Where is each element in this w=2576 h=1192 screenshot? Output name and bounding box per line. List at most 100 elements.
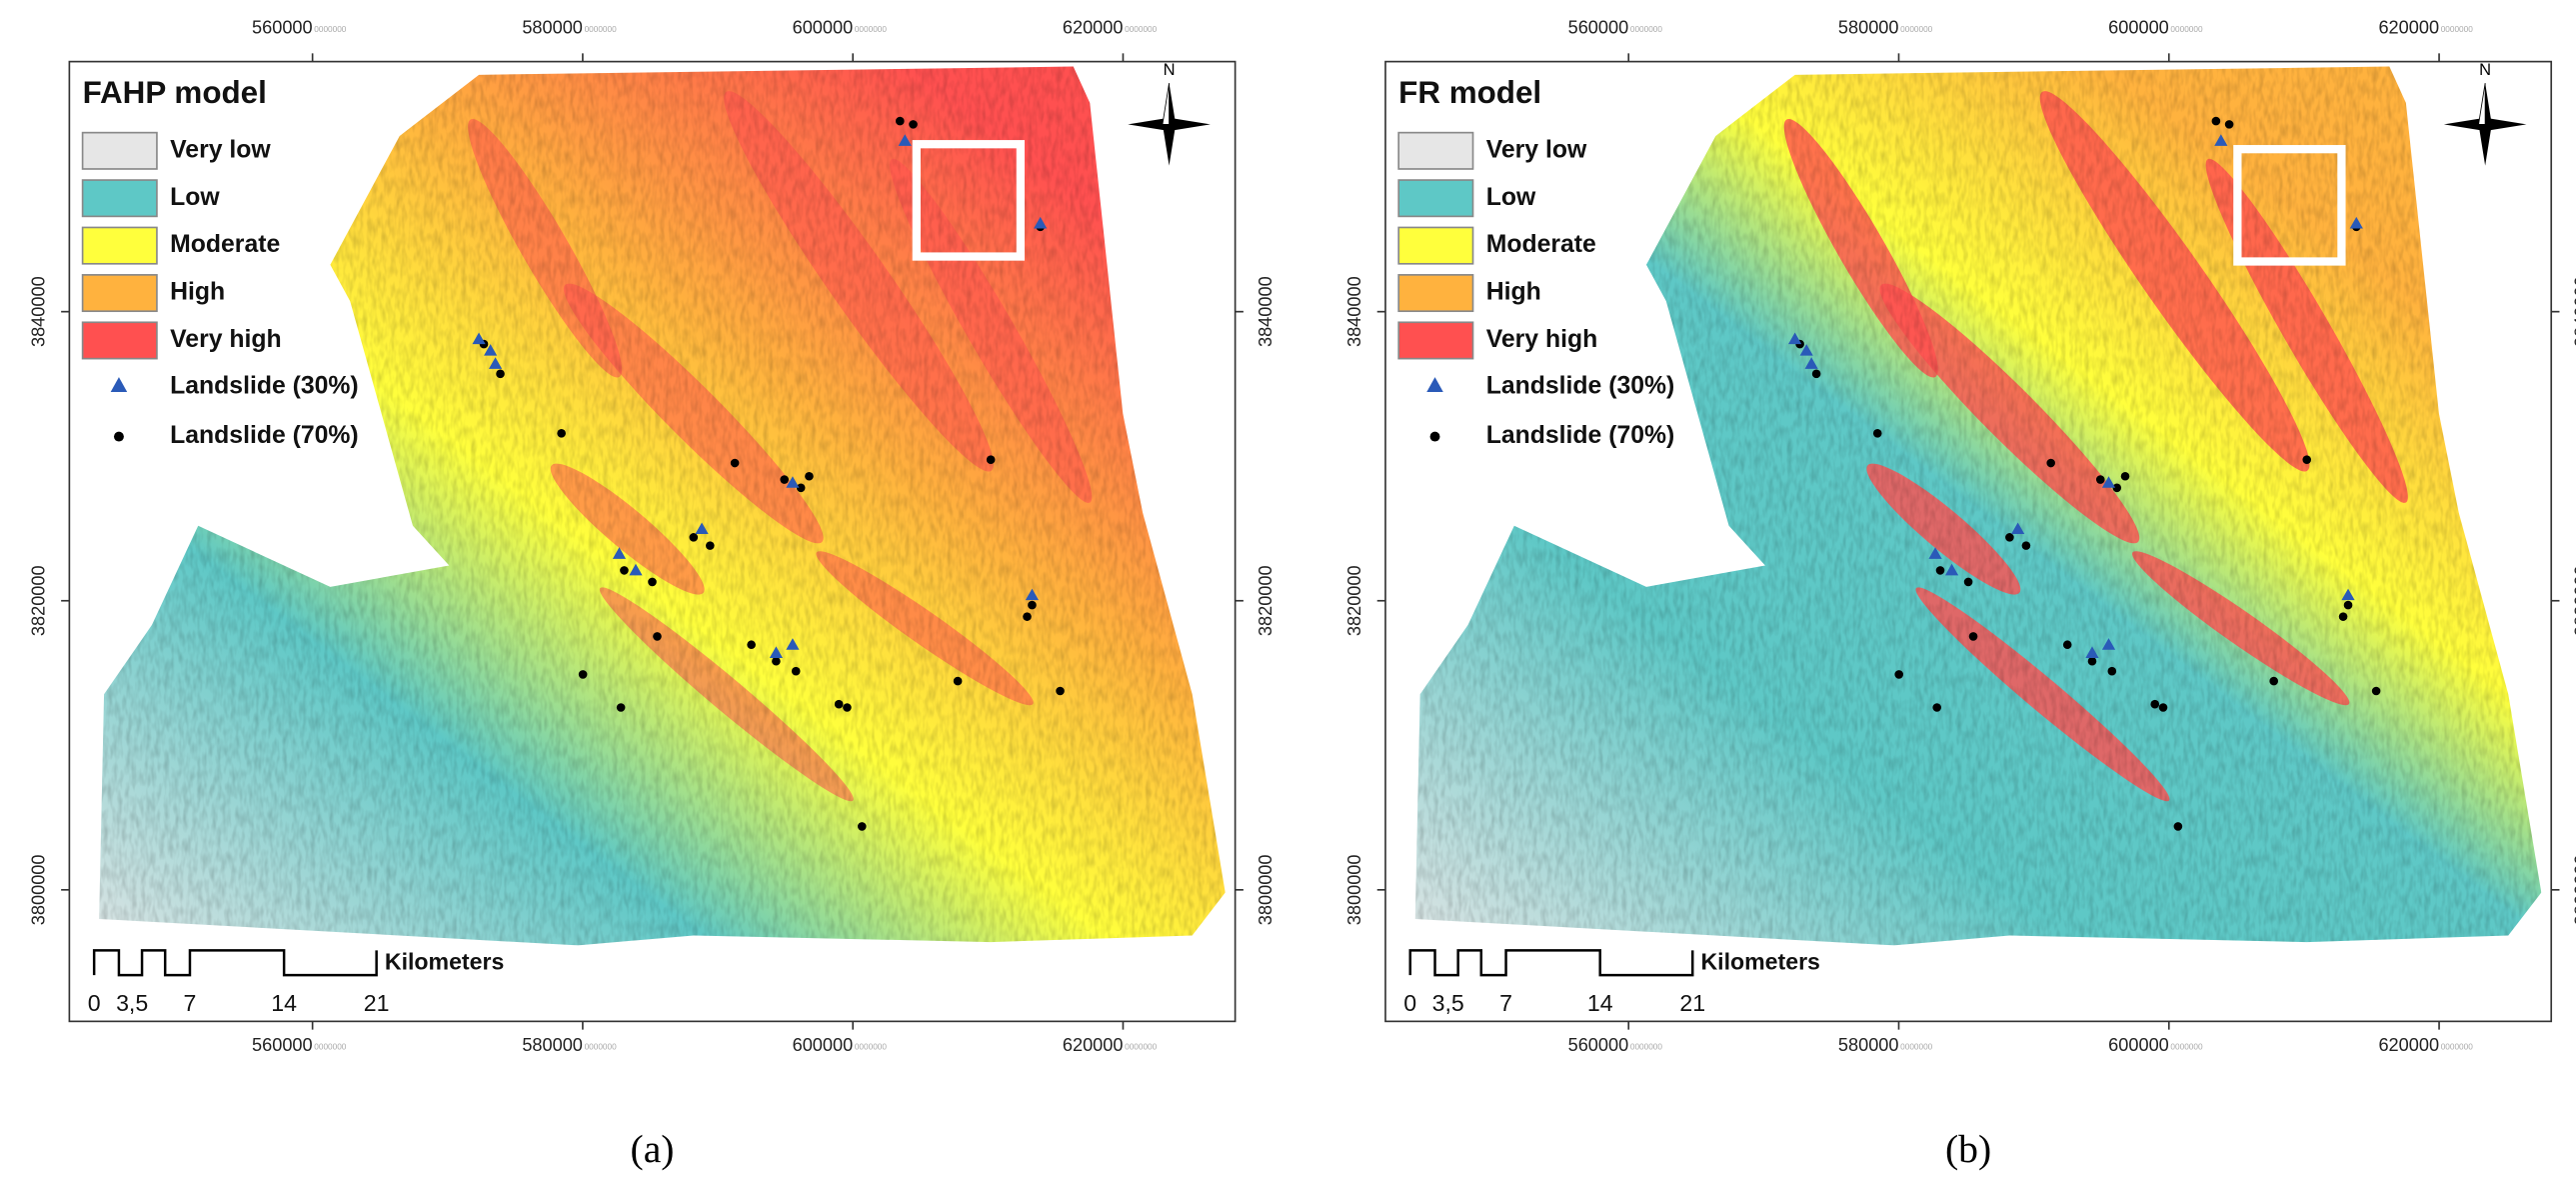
x-tick-label: 560000 bbox=[1568, 18, 1629, 38]
landslide-train bbox=[2095, 475, 2105, 484]
y-tick-label: 3840000 bbox=[29, 276, 49, 347]
x-tick-label: 580000 bbox=[1838, 1035, 1899, 1055]
scale-unit: Kilometers bbox=[1700, 949, 1819, 975]
landslide-train bbox=[805, 471, 814, 481]
north-arrow bbox=[1162, 83, 1170, 125]
landslide-test bbox=[612, 547, 627, 559]
tick-suffix: 0000000 bbox=[855, 1042, 888, 1051]
legend-swatch bbox=[1397, 179, 1474, 218]
caption: (a) bbox=[631, 1127, 675, 1171]
landslide-train bbox=[896, 116, 905, 126]
legend-triangle bbox=[1426, 377, 1443, 392]
legend-label: Low bbox=[170, 184, 220, 211]
y-tick-label: 3840000 bbox=[2572, 276, 2576, 347]
legend-title: FAHP model bbox=[83, 75, 267, 110]
x-tick-label: 560000 bbox=[1568, 1035, 1629, 1055]
tick-suffix: 0000000 bbox=[314, 1042, 347, 1051]
legend-label: Landslide (70%) bbox=[170, 422, 359, 449]
landslide-train bbox=[557, 428, 566, 438]
landslide-train bbox=[2269, 676, 2278, 686]
tick-suffix: 0000000 bbox=[2441, 1042, 2474, 1051]
landslide-train bbox=[2158, 703, 2168, 712]
landslide-train bbox=[1963, 577, 1973, 587]
landslide-train bbox=[2211, 116, 2221, 126]
landslide-test bbox=[786, 638, 800, 650]
landslide-train bbox=[986, 455, 996, 465]
x-tick-label: 620000 bbox=[1063, 1035, 1124, 1055]
landslide-test bbox=[1944, 563, 1959, 576]
legend-swatch bbox=[81, 321, 158, 360]
x-tick-label: 600000 bbox=[2108, 18, 2169, 38]
legend-swatch bbox=[81, 274, 158, 313]
north-label: N bbox=[1164, 61, 1176, 79]
landslide-test bbox=[2011, 522, 2025, 535]
landslide-train bbox=[2062, 640, 2072, 650]
legend-label: Moderate bbox=[1486, 231, 1596, 258]
landslide-train bbox=[834, 699, 844, 709]
landslide-train bbox=[1023, 612, 1032, 621]
tick-suffix: 0000000 bbox=[1125, 25, 1158, 34]
landslide-train bbox=[2120, 471, 2130, 481]
landslide-train bbox=[1968, 632, 1978, 641]
landslide-train bbox=[2150, 699, 2160, 709]
landslide-test bbox=[472, 332, 486, 345]
scale-label: 0 bbox=[1403, 990, 1416, 1016]
landslide-train bbox=[747, 640, 756, 650]
x-tick-label: 600000 bbox=[793, 1035, 854, 1055]
landslide-train bbox=[706, 541, 715, 550]
scale-label: 14 bbox=[1587, 990, 1613, 1016]
caption: (b) bbox=[1945, 1127, 1991, 1171]
landslide-test bbox=[2341, 588, 2355, 601]
legend-label: Landslide (70%) bbox=[1486, 422, 1675, 449]
y-tick-label: 3800000 bbox=[1256, 854, 1276, 925]
landslide-test bbox=[2085, 646, 2099, 658]
landslide-test bbox=[1034, 216, 1048, 229]
landslide-train bbox=[616, 703, 626, 712]
landslide-train bbox=[2112, 483, 2122, 493]
landslide-test bbox=[2101, 638, 2116, 650]
y-tick-label: 3800000 bbox=[2572, 854, 2576, 925]
landslide-test bbox=[2101, 476, 2116, 488]
landslide-train bbox=[1811, 369, 1821, 379]
landslide-train bbox=[2302, 455, 2312, 465]
x-tick-label: 560000 bbox=[252, 1035, 313, 1055]
legend-swatch bbox=[1397, 226, 1474, 265]
tick-suffix: 0000000 bbox=[1125, 1042, 1158, 1051]
y-tick-label: 3840000 bbox=[1344, 276, 1364, 347]
landslide-test bbox=[1804, 357, 1818, 369]
x-tick-label: 580000 bbox=[522, 1035, 583, 1055]
legend-dot bbox=[113, 431, 124, 442]
x-tick-label: 580000 bbox=[1838, 18, 1899, 38]
y-tick-label: 3820000 bbox=[1256, 565, 1276, 636]
north-arrow bbox=[2478, 83, 2486, 125]
legend-swatch bbox=[1397, 131, 1474, 170]
landslide-test bbox=[2214, 134, 2228, 146]
tick-suffix: 0000000 bbox=[1630, 1042, 1663, 1051]
landslide-train bbox=[730, 458, 740, 468]
landslide-train bbox=[953, 676, 963, 686]
landslide-train bbox=[909, 120, 918, 129]
tick-suffix: 0000000 bbox=[2170, 1042, 2203, 1051]
tick-suffix: 0000000 bbox=[585, 1042, 618, 1051]
landslide-train bbox=[791, 666, 801, 676]
landslide-test bbox=[484, 344, 498, 356]
tick-suffix: 0000000 bbox=[314, 25, 347, 34]
scale-label: 21 bbox=[364, 990, 390, 1016]
scale-label: 7 bbox=[184, 990, 197, 1016]
scale-label: 0 bbox=[88, 990, 101, 1016]
legend-label: Low bbox=[1486, 184, 1536, 211]
landslide-train bbox=[796, 483, 806, 493]
legend-label: Landslide (30%) bbox=[170, 373, 359, 400]
tick-suffix: 0000000 bbox=[585, 25, 618, 34]
landslide-test bbox=[1799, 344, 1813, 356]
landslide-train bbox=[1932, 703, 1942, 712]
x-tick-label: 620000 bbox=[2378, 1035, 2439, 1055]
terrain-texture bbox=[1414, 66, 2542, 946]
scale-label: 3,5 bbox=[116, 990, 148, 1016]
landslide-train bbox=[620, 566, 629, 575]
y-tick-label: 3820000 bbox=[1344, 565, 1364, 636]
legend-label: Very high bbox=[170, 326, 281, 353]
legend-label: Moderate bbox=[170, 231, 280, 258]
